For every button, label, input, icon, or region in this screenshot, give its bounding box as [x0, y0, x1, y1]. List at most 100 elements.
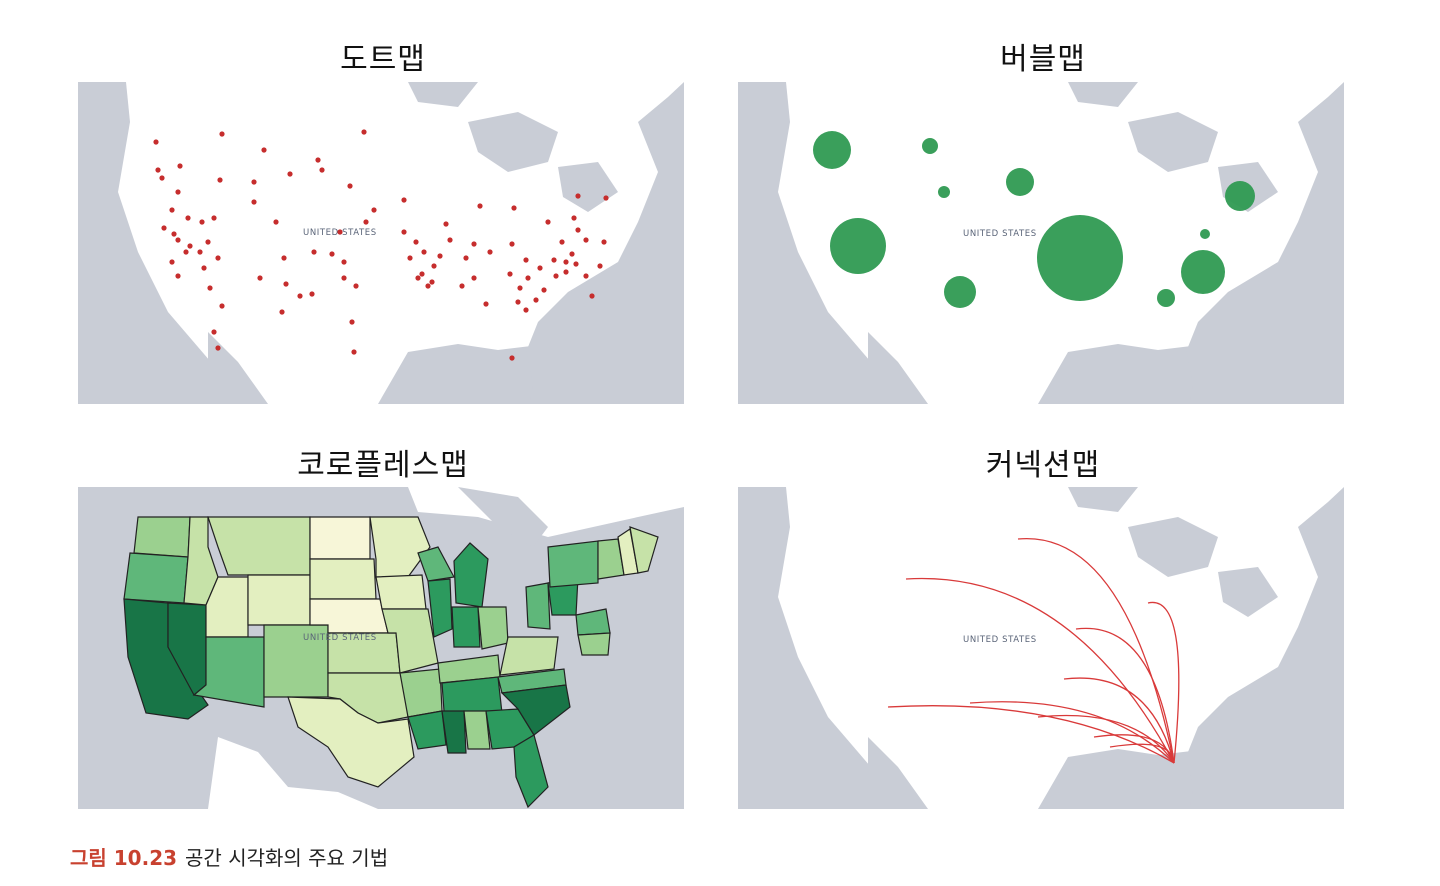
dot-marker — [169, 207, 175, 213]
dot-marker — [363, 219, 369, 225]
dot-marker — [429, 279, 435, 285]
dot-marker — [573, 261, 579, 267]
dot-marker — [197, 249, 203, 255]
dot-marker — [583, 237, 589, 243]
dot-marker — [413, 239, 419, 245]
dot-marker — [205, 239, 211, 245]
dot-marker — [507, 271, 513, 277]
state-region — [463, 710, 491, 750]
dot-map-title: 도트맵 — [340, 42, 426, 77]
dot-marker — [199, 219, 205, 225]
dot-marker — [425, 283, 431, 289]
bubble-marker — [1181, 250, 1225, 294]
choropleth-map-country-label: UNITED STATES — [303, 633, 377, 643]
dot-marker — [437, 253, 443, 259]
state-region — [441, 710, 467, 754]
dot-marker — [311, 249, 317, 255]
dot-map-svg: UNITED STATES — [78, 82, 684, 404]
dot-marker — [471, 241, 477, 247]
state-region — [453, 542, 489, 608]
connection-arc — [905, 577, 1175, 764]
state-region — [407, 710, 447, 750]
state-region — [399, 668, 443, 718]
dot-marker — [407, 255, 413, 261]
dot-marker — [319, 167, 325, 173]
connection-arc — [1075, 627, 1175, 764]
dot-marker — [401, 229, 407, 235]
dot-marker — [161, 225, 167, 231]
dot-marker — [261, 147, 267, 153]
state-region — [247, 574, 311, 626]
dot-marker — [601, 239, 607, 245]
dot-marker — [421, 249, 427, 255]
dot-marker — [371, 207, 377, 213]
dot-marker — [361, 129, 367, 135]
dot-marker — [447, 237, 453, 243]
dot-marker — [171, 231, 177, 237]
state-region — [309, 516, 371, 560]
choropleth-map-svg: UNITED STATES — [78, 487, 684, 809]
dot-marker — [463, 255, 469, 261]
dot-marker — [175, 273, 181, 279]
bubble-map-title: 버블맵 — [1000, 42, 1086, 77]
state-region — [577, 632, 611, 656]
state-region — [417, 546, 455, 582]
dot-marker — [347, 183, 353, 189]
water-layer — [738, 487, 1344, 809]
dot-marker — [177, 163, 183, 169]
dot-marker — [349, 319, 355, 325]
dot-marker — [257, 275, 263, 281]
connection-arc — [1063, 677, 1175, 764]
dot-marker — [575, 193, 581, 199]
great-lakes — [458, 487, 548, 547]
dot-marker — [281, 255, 287, 261]
connection-map-country-label: UNITED STATES — [963, 635, 1037, 645]
choropleth-map-title: 코로플레스맵 — [297, 448, 469, 483]
dot-marker — [511, 205, 517, 211]
dot-marker — [415, 275, 421, 281]
dot-marker — [279, 309, 285, 315]
dot-marker — [351, 349, 357, 355]
dot-marker — [251, 179, 257, 185]
dot-marker — [571, 215, 577, 221]
bubble-marker — [1157, 289, 1175, 307]
connection-map-svg: UNITED STATES — [738, 487, 1344, 809]
state-region — [192, 636, 265, 708]
state-region — [133, 516, 191, 558]
state-region — [513, 734, 549, 809]
state-region — [451, 606, 481, 648]
dot-marker — [583, 273, 589, 279]
figure-caption: 그림 10.23 공간 시각화의 주요 기법 — [70, 842, 388, 871]
bubble-marker — [830, 218, 886, 274]
dot-marker — [207, 285, 213, 291]
state-region — [441, 676, 503, 714]
dot-marker — [523, 257, 529, 263]
connection-arc — [1017, 537, 1175, 764]
dot-marker — [251, 199, 257, 205]
bubble-marker — [944, 276, 976, 308]
dot-marker — [155, 167, 161, 173]
dot-marker — [563, 269, 569, 275]
dot-marker — [353, 283, 359, 289]
dot-marker — [443, 221, 449, 227]
dot-marker — [545, 219, 551, 225]
bubble-marker — [1200, 229, 1210, 239]
dot-marker — [537, 265, 543, 271]
dot-marker — [471, 275, 477, 281]
dot-map: UNITED STATES — [78, 82, 684, 404]
dot-marker — [525, 275, 531, 281]
dot-marker — [287, 171, 293, 177]
dot-marker — [309, 291, 315, 297]
dot-layer — [153, 129, 609, 361]
figure-caption-text: 공간 시각화의 주요 기법 — [185, 846, 389, 870]
dot-marker — [483, 301, 489, 307]
dot-marker — [315, 157, 321, 163]
connection-arc — [1037, 714, 1175, 764]
dot-marker — [575, 227, 581, 233]
dot-marker — [211, 215, 217, 221]
dot-marker — [523, 307, 529, 313]
dot-marker — [337, 229, 343, 235]
dot-marker — [201, 265, 207, 271]
dot-marker — [329, 251, 335, 257]
bubble-map: UNITED STATES — [738, 82, 1344, 404]
